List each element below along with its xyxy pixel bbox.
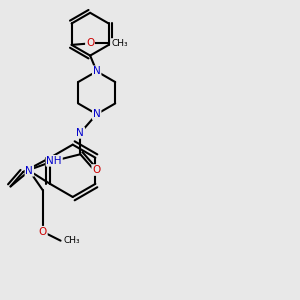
- Text: N: N: [76, 128, 84, 138]
- Text: N: N: [93, 66, 101, 76]
- Text: O: O: [39, 227, 47, 237]
- Text: O: O: [86, 38, 94, 48]
- Text: CH₃: CH₃: [64, 236, 80, 245]
- Text: N: N: [93, 109, 101, 119]
- Text: O: O: [92, 165, 101, 175]
- Text: N: N: [26, 166, 33, 176]
- Text: NH: NH: [46, 156, 62, 166]
- Text: CH₃: CH₃: [112, 39, 128, 48]
